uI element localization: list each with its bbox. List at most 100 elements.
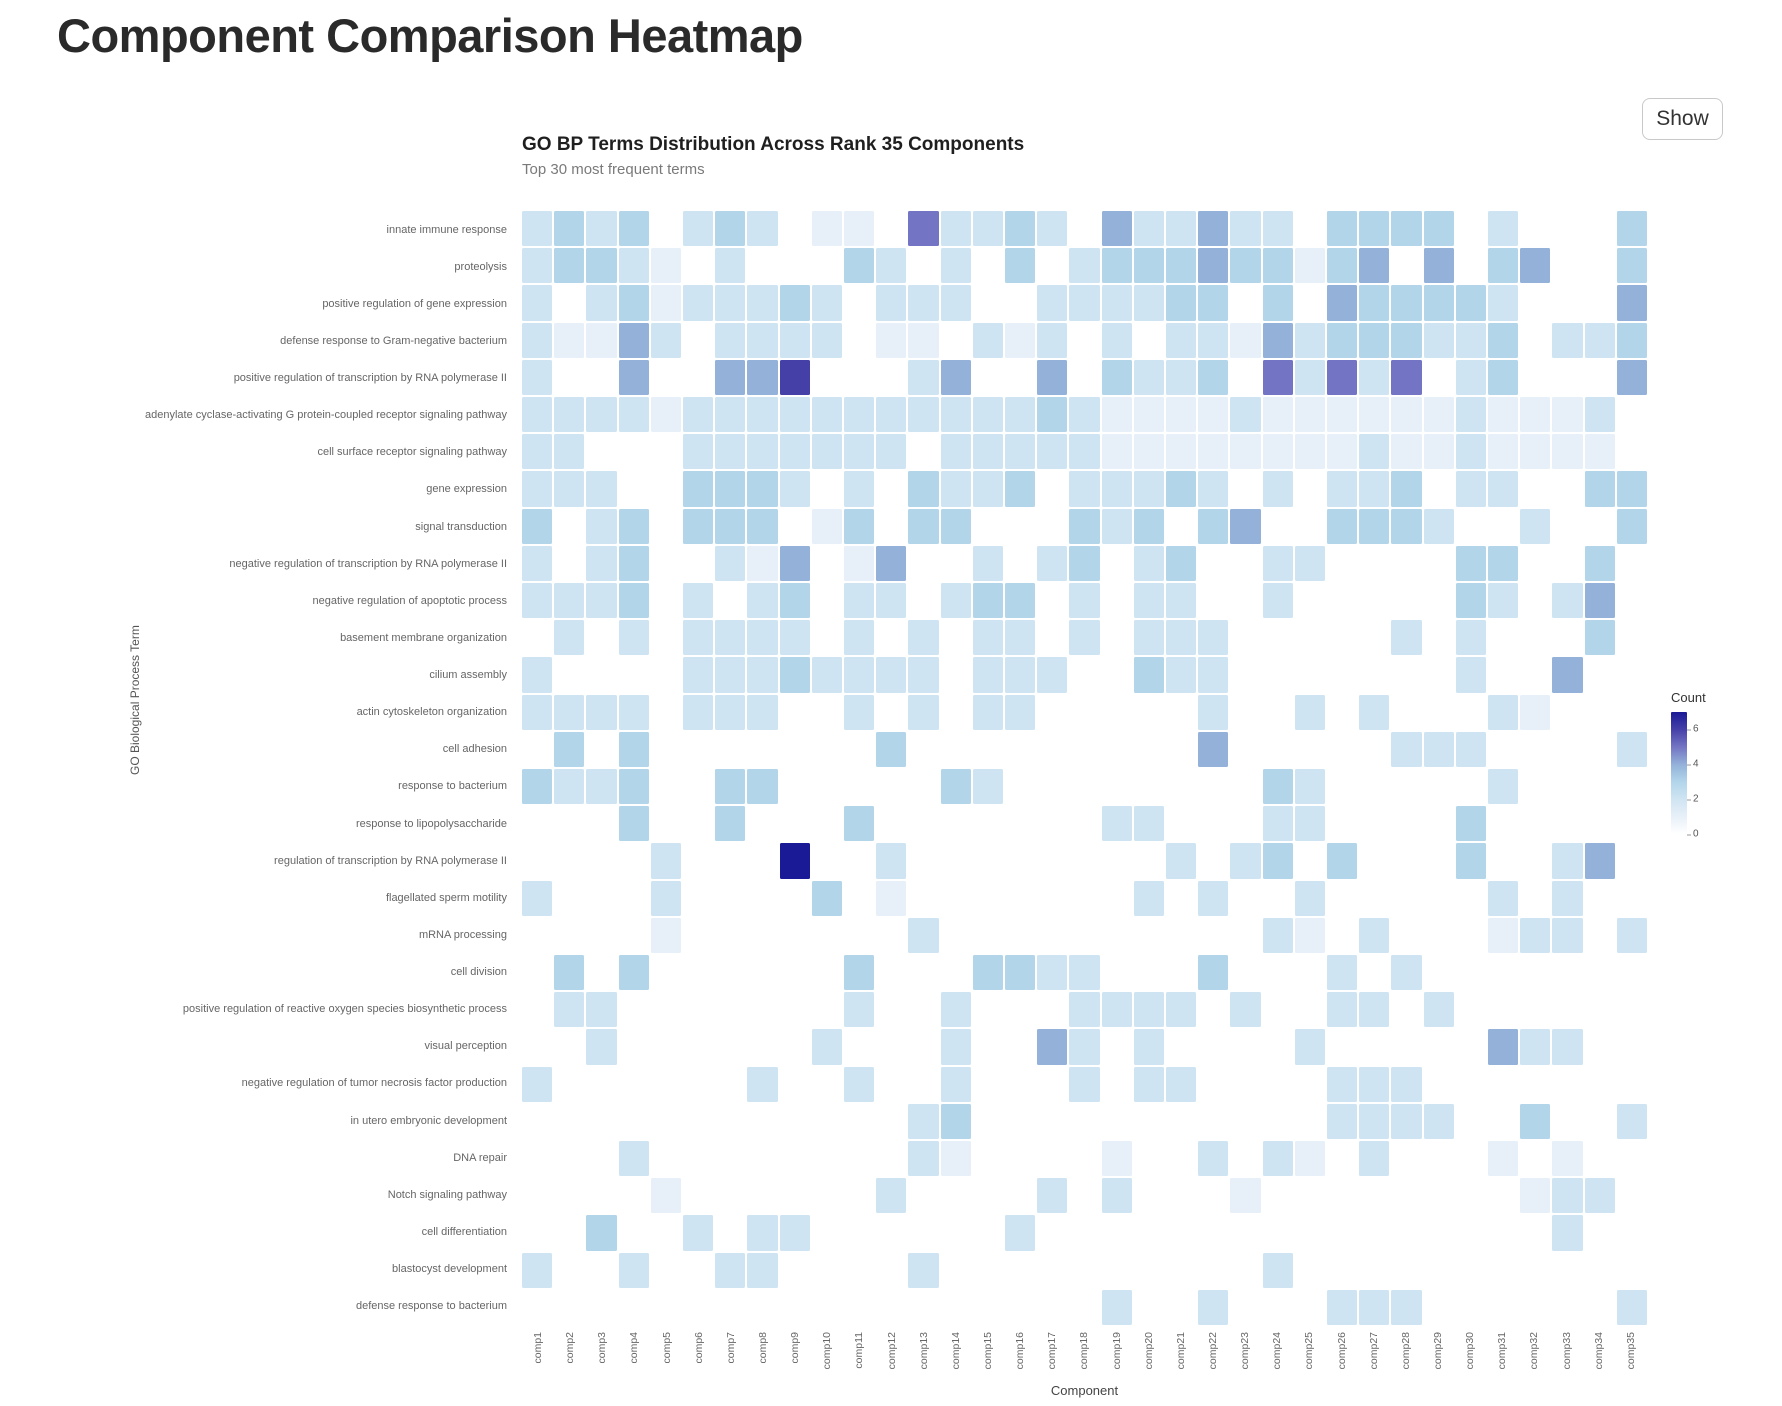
heatmap-cell bbox=[1391, 880, 1422, 916]
heatmap-cell bbox=[1069, 322, 1100, 358]
heatmap-cell bbox=[650, 359, 681, 395]
heatmap-cell bbox=[844, 545, 875, 581]
heatmap-cell bbox=[1262, 955, 1293, 991]
heatmap-cell bbox=[522, 285, 553, 321]
heatmap-cell bbox=[618, 211, 649, 247]
heatmap-cell bbox=[876, 248, 907, 284]
heatmap-cell bbox=[1488, 1178, 1519, 1214]
heatmap-cell bbox=[1005, 880, 1036, 916]
heatmap-cell bbox=[1391, 1252, 1422, 1288]
heatmap-cell bbox=[1294, 620, 1325, 656]
heatmap-cell bbox=[586, 1029, 617, 1065]
heatmap-cell bbox=[1520, 694, 1551, 730]
heatmap-cell bbox=[1294, 285, 1325, 321]
heatmap-cell bbox=[1423, 211, 1454, 247]
heatmap-cell bbox=[1584, 211, 1615, 247]
heatmap-cell bbox=[1101, 508, 1132, 544]
col-label: comp23 bbox=[1239, 1332, 1252, 1370]
heatmap-cell bbox=[586, 211, 617, 247]
heatmap-cell bbox=[522, 322, 553, 358]
heatmap-cell bbox=[1166, 955, 1197, 991]
heatmap-cell bbox=[1552, 1215, 1583, 1251]
heatmap-cell bbox=[940, 211, 971, 247]
heatmap-cell bbox=[1520, 322, 1551, 358]
heatmap-cell bbox=[650, 992, 681, 1028]
legend-tick-label: 4 bbox=[1687, 759, 1699, 770]
heatmap-cell bbox=[1359, 917, 1390, 953]
heatmap-cell bbox=[1327, 657, 1358, 693]
heatmap-cell bbox=[1262, 322, 1293, 358]
heatmap-cell bbox=[811, 1252, 842, 1288]
heatmap-cell bbox=[554, 992, 585, 1028]
heatmap-cell bbox=[1423, 880, 1454, 916]
heatmap-cell bbox=[618, 731, 649, 767]
heatmap-cell bbox=[522, 508, 553, 544]
heatmap-cell bbox=[522, 769, 553, 805]
heatmap-cell bbox=[618, 285, 649, 321]
heatmap-cell bbox=[1005, 806, 1036, 842]
heatmap-cell bbox=[1455, 806, 1486, 842]
heatmap-cell bbox=[618, 583, 649, 619]
show-button[interactable]: Show bbox=[1642, 98, 1723, 140]
col-label: comp26 bbox=[1335, 1332, 1348, 1370]
heatmap-cell bbox=[1101, 1066, 1132, 1102]
heatmap-cell bbox=[1520, 248, 1551, 284]
heatmap-cell bbox=[586, 806, 617, 842]
heatmap-cell bbox=[1133, 285, 1164, 321]
heatmap-cell bbox=[618, 1066, 649, 1102]
heatmap-cell bbox=[1198, 620, 1229, 656]
heatmap-cell bbox=[940, 1289, 971, 1325]
heatmap-cell bbox=[554, 769, 585, 805]
heatmap-cell bbox=[940, 1252, 971, 1288]
heatmap-cell bbox=[1359, 657, 1390, 693]
heatmap-cell bbox=[1488, 1215, 1519, 1251]
row-label: cilium assembly bbox=[429, 669, 507, 682]
heatmap-cell bbox=[1262, 211, 1293, 247]
heatmap-cell bbox=[1423, 731, 1454, 767]
heatmap-cell bbox=[1005, 1252, 1036, 1288]
heatmap-cell bbox=[715, 955, 746, 991]
heatmap-cell bbox=[972, 620, 1003, 656]
heatmap-cell bbox=[618, 1029, 649, 1065]
heatmap-cell bbox=[1488, 917, 1519, 953]
row-label: DNA repair bbox=[453, 1151, 507, 1164]
heatmap-cell bbox=[747, 508, 778, 544]
heatmap-cell bbox=[779, 731, 810, 767]
heatmap-cell bbox=[650, 1289, 681, 1325]
heatmap-cell bbox=[908, 285, 939, 321]
heatmap-cell bbox=[779, 583, 810, 619]
heatmap-cell bbox=[1294, 248, 1325, 284]
heatmap-cell bbox=[1584, 434, 1615, 470]
heatmap-cell bbox=[522, 917, 553, 953]
heatmap-cell bbox=[908, 1178, 939, 1214]
heatmap-cell bbox=[586, 992, 617, 1028]
heatmap-cell bbox=[1423, 657, 1454, 693]
heatmap-cell bbox=[1520, 1141, 1551, 1177]
heatmap-cell bbox=[1423, 620, 1454, 656]
row-label: cell differentiation bbox=[421, 1225, 507, 1238]
heatmap-cell bbox=[876, 1289, 907, 1325]
heatmap-cell bbox=[972, 1215, 1003, 1251]
heatmap-cell bbox=[844, 1252, 875, 1288]
heatmap-cell bbox=[586, 1141, 617, 1177]
heatmap-cell bbox=[844, 806, 875, 842]
heatmap-cell bbox=[1552, 880, 1583, 916]
heatmap-cell bbox=[1584, 1103, 1615, 1139]
heatmap-cell bbox=[940, 1029, 971, 1065]
heatmap-cell bbox=[554, 1066, 585, 1102]
heatmap-cell bbox=[1101, 248, 1132, 284]
heatmap-cell bbox=[1198, 359, 1229, 395]
heatmap-cell bbox=[1294, 1215, 1325, 1251]
heatmap-cell bbox=[650, 211, 681, 247]
heatmap-cell bbox=[1101, 657, 1132, 693]
heatmap-cell bbox=[1391, 806, 1422, 842]
heatmap-cell bbox=[1198, 731, 1229, 767]
row-label: defense response to Gram-negative bacter… bbox=[280, 334, 507, 347]
heatmap-cell bbox=[1198, 434, 1229, 470]
heatmap-cell bbox=[1423, 992, 1454, 1028]
heatmap-cell bbox=[1101, 1215, 1132, 1251]
heatmap-cell bbox=[1166, 471, 1197, 507]
col-labels: comp1 comp2 comp3 comp4 comp5 comp6 comp7 comp8… bbox=[522, 1332, 1647, 1390]
heatmap-cell bbox=[1327, 434, 1358, 470]
heatmap-cell bbox=[618, 1178, 649, 1214]
